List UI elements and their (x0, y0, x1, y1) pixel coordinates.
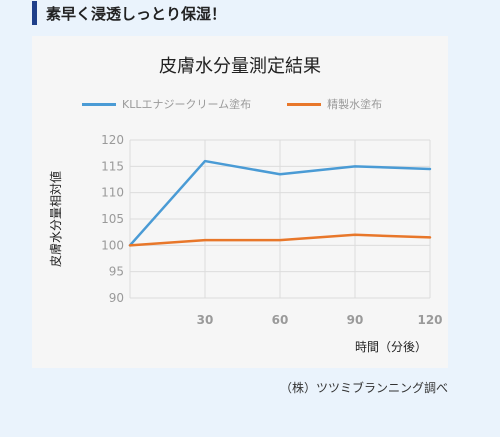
chart-title: 皮膚水分量測定結果 (159, 56, 321, 77)
x-tick-label: 60 (272, 313, 289, 327)
y-tick-label: 110 (101, 186, 124, 200)
y-tick-label: 120 (101, 133, 124, 147)
legend-label-seisei: 精製水塗布 (327, 98, 383, 111)
x-tick-label: 90 (347, 313, 364, 327)
x-tick-label: 30 (197, 313, 214, 327)
legend-label-kll: KLLエナジークリーム塗布 (122, 98, 252, 111)
heading-accent-bar (32, 1, 37, 25)
y-tick-label: 100 (101, 238, 124, 252)
source-note: （株）ツツミブランニング調べ (279, 381, 448, 395)
legend-item-kll: KLLエナジークリーム塗布 (82, 96, 251, 112)
series-line-seisei (128, 233, 432, 247)
y-axis-label: 皮膚水分量相対値 (48, 171, 63, 267)
legend-item-seisei: 精製水塗布 (287, 96, 382, 112)
heading-text: 素早く浸透しっとり保湿！ (46, 4, 227, 23)
legend-swatch-seisei (287, 102, 322, 106)
y-tick-label: 90 (109, 291, 124, 305)
x-tick-label: 120 (417, 313, 442, 327)
line-chart: 90 95 100 105 110 115 120 30 60 90 120 時間（分後） 皮膚水分量相… (48, 133, 443, 354)
chart-card: 皮膚水分量測定結果 KLLエナジークリーム塗布 精製水塗布 90 95 100 105… (32, 36, 448, 368)
y-tick-label: 105 (101, 212, 124, 226)
y-tick-label: 95 (109, 265, 124, 279)
y-tick-label: 115 (101, 159, 124, 173)
x-axis-label: 時間（分後） (355, 340, 427, 354)
chart-legend: KLLエナジークリーム塗布 精製水塗布 (82, 96, 418, 112)
section-heading: 素早く浸透しっとり保湿！ (32, 0, 226, 26)
series-line-kll (128, 159, 432, 247)
legend-swatch-kll (82, 102, 116, 106)
